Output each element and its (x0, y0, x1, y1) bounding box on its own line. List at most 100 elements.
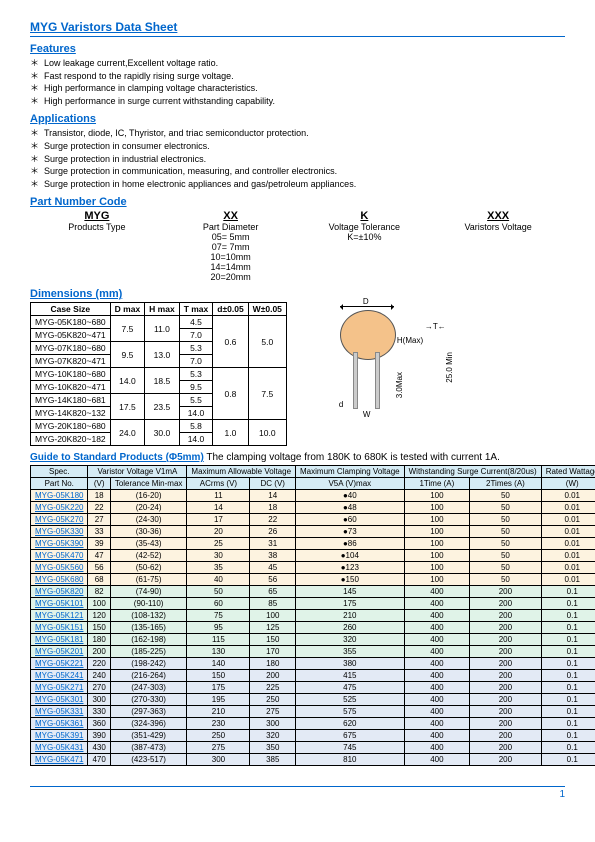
prod-cell: 400 (404, 742, 470, 754)
features-list: Low leakage current,Excellent voltage ra… (30, 57, 565, 107)
dim-hdr-tmax: T max (179, 303, 213, 316)
prod-cell: 200 (470, 682, 542, 694)
prod-cell: 100 (404, 490, 470, 502)
dim-arrow-d (340, 306, 394, 307)
prod-cell: 200 (470, 754, 542, 766)
prod-cell: MYG-05K241 (31, 670, 88, 682)
component-lead-icon (353, 352, 358, 409)
dim-cell: 7.0 (179, 355, 213, 368)
table-row: MYG-05K56056(50-62)3545●123100500.011.87… (31, 562, 595, 574)
pncode-k-sub: Voltage Tolerance (298, 222, 432, 232)
dim-cell: MYG-20K180~680 (31, 420, 111, 433)
component-lead-icon (375, 352, 380, 409)
prod-cell: 0.1 (541, 682, 595, 694)
prod-cell: MYG-05K331 (31, 706, 88, 718)
dim-cell: MYG-10K180~680 (31, 368, 111, 381)
pncode-xx-l2: 07= 7mm (164, 242, 298, 252)
prod-cell: 0.01 (541, 490, 595, 502)
dim-cell: 0.8 (213, 368, 248, 420)
pncode-xx-head: XX (164, 210, 298, 222)
prod-cell: (247-303) (110, 682, 187, 694)
prod-cell: 200 (470, 634, 542, 646)
table-row: MYG-05K331330(297-363)2102755754002000.1… (31, 706, 595, 718)
table-row: MYG-05K18018(16-20)1114●40100500.010.62,… (31, 490, 595, 502)
prod-cell: 14 (250, 490, 296, 502)
prod-cell: 195 (187, 694, 250, 706)
prod-cell: 20 (187, 526, 250, 538)
prod-cell: 300 (187, 754, 250, 766)
applications-header: Applications (30, 113, 565, 125)
prod-cell: 120 (88, 610, 110, 622)
prod-cell: 100 (404, 538, 470, 550)
prod-cell: 56 (88, 562, 110, 574)
prod-cell: (185-225) (110, 646, 187, 658)
prod-cell: 200 (470, 610, 542, 622)
prod-cell: (423-517) (110, 754, 187, 766)
prod-cell: 400 (404, 586, 470, 598)
prod-cell: 200 (470, 742, 542, 754)
prod-cell: 26 (250, 526, 296, 538)
prod-cell: 0.1 (541, 670, 595, 682)
dim-cell: 7.5 (248, 368, 286, 420)
dim-cell: MYG-05K820~471 (31, 329, 111, 342)
prod-hdr-acrms: ACrms (V) (187, 478, 250, 490)
pncode-xx-l4: 14=14mm (164, 262, 298, 272)
prod-cell: 0.1 (541, 586, 595, 598)
prod-cell: 400 (404, 646, 470, 658)
prod-cell: 260 (296, 622, 405, 634)
dim-cell: 7.0 (179, 329, 213, 342)
prod-cell: 200 (88, 646, 110, 658)
prod-cell: 385 (250, 754, 296, 766)
prod-cell: 275 (250, 706, 296, 718)
prod-hdr-spec: Spec. (31, 466, 88, 478)
prod-cell: 100 (404, 550, 470, 562)
prod-cell: 170 (250, 646, 296, 658)
prod-cell: (108-132) (110, 610, 187, 622)
prod-cell: 0.1 (541, 730, 595, 742)
prod-cell: 355 (296, 646, 405, 658)
dim-label-t: →T← (425, 322, 446, 331)
prod-cell: ●150 (296, 574, 405, 586)
prod-cell: 0.1 (541, 706, 595, 718)
application-item: Surge protection in industrial electroni… (44, 153, 565, 166)
prod-cell: 47 (88, 550, 110, 562)
table-row: MYG-05K68068(61-75)4056●150100500.012.15… (31, 574, 595, 586)
dim-hdr-case: Case Size (31, 303, 111, 316)
table-row: MYG-05K39039(35-43)2531●86100500.011.21,… (31, 538, 595, 550)
prod-cell: 18 (88, 490, 110, 502)
prod-cell: 745 (296, 742, 405, 754)
prod-cell: 30 (187, 550, 250, 562)
prod-cell: MYG-05K221 (31, 658, 88, 670)
pncode-xx-sub: Part Diameter (164, 222, 298, 232)
prod-hdr-dc: DC (V) (250, 478, 296, 490)
prod-cell: 115 (187, 634, 250, 646)
prod-cell: ●40 (296, 490, 405, 502)
dim-cell: 7.5 (110, 316, 145, 342)
prod-cell: 50 (470, 574, 542, 586)
dim-cell: 30.0 (145, 420, 180, 446)
prod-cell: (20-24) (110, 502, 187, 514)
prod-cell: 220 (88, 658, 110, 670)
prod-cell: 200 (470, 706, 542, 718)
table-row: MYG-05K301300(270-330)1952505254002000.1… (31, 694, 595, 706)
dim-cell: MYG-07K820~471 (31, 355, 111, 368)
pncode-myg-sub: Products Type (30, 222, 164, 232)
dim-cell: 18.5 (145, 368, 180, 394)
guide-title: Guide to Standard Products (Φ5mm) (30, 452, 204, 463)
prod-cell: (30-36) (110, 526, 187, 538)
component-body-icon (340, 310, 396, 360)
table-row: MYG-05K22022(20-24)1418●48100500.010.71,… (31, 502, 595, 514)
prod-hdr-t1: 1Time (A) (404, 478, 470, 490)
prod-cell: 56 (250, 574, 296, 586)
prod-cell: (162-198) (110, 634, 187, 646)
dim-cell: 5.8 (179, 420, 213, 433)
prod-hdr-part: Part No. (31, 478, 88, 490)
prod-cell: 400 (404, 682, 470, 694)
prod-cell: 14 (187, 502, 250, 514)
prod-cell: 200 (470, 598, 542, 610)
prod-cell: 0.1 (541, 610, 595, 622)
prod-cell: 50 (470, 490, 542, 502)
prod-cell: 50 (470, 550, 542, 562)
feature-item: High performance in clamping voltage cha… (44, 82, 565, 95)
prod-cell: 180 (250, 658, 296, 670)
